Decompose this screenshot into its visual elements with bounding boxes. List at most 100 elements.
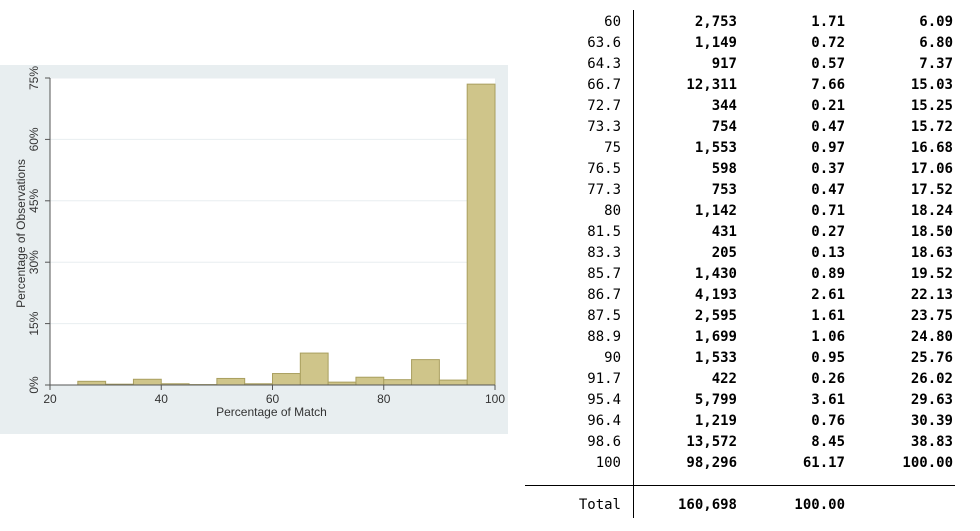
- histogram-bar: [216, 377, 246, 386]
- row-value: 85.7: [587, 266, 621, 282]
- row-value: 76.5: [587, 161, 621, 177]
- table-row: 80 1,142 0.71 18.24: [525, 201, 965, 222]
- table-row: 95.4 5,799 3.61 29.63: [525, 390, 965, 411]
- row-freq: 12,311: [686, 77, 737, 93]
- row-value: 77.3: [587, 182, 621, 198]
- histogram-chart: 0% 15% 30% 45% 60% 75% 20 40 60 80 100 Percentage o…: [14, 66, 505, 419]
- row-percent: 7.66: [811, 77, 845, 93]
- row-cum: 100.00: [902, 455, 953, 471]
- row-freq: 13,572: [686, 434, 737, 450]
- histogram-panel: 0% 15% 30% 45% 60% 75% 20 40 60 80 100 Percentage o…: [0, 65, 508, 434]
- row-cum: 38.83: [910, 434, 953, 450]
- row-value: 64.3: [587, 56, 621, 72]
- row-value: 87.5: [587, 308, 621, 324]
- table-row: 100 98,296 61.17 100.00: [525, 453, 965, 474]
- total-label: Total: [578, 497, 621, 513]
- row-freq: 344: [711, 98, 737, 114]
- row-freq: 5,799: [694, 392, 737, 408]
- row-percent: 0.26: [811, 371, 845, 387]
- row-percent: 0.27: [811, 224, 845, 240]
- row-freq: 1,533: [694, 350, 737, 366]
- row-percent: 0.89: [811, 266, 845, 282]
- row-cum: 15.72: [910, 119, 953, 135]
- row-cum: 18.50: [910, 224, 953, 240]
- table-row: 98.6 13,572 8.45 38.83: [525, 432, 965, 453]
- row-value: 72.7: [587, 98, 621, 114]
- row-percent: 0.57: [811, 56, 845, 72]
- row-percent: 0.95: [811, 350, 845, 366]
- y-tick-label: 0%: [27, 376, 41, 394]
- table-row: 73.3 754 0.47 15.72: [525, 117, 965, 138]
- table-row: 60 2,753 1.71 6.09: [525, 12, 965, 33]
- row-freq: 1,553: [694, 140, 737, 156]
- row-freq: 917: [711, 56, 737, 72]
- row-value: 81.5: [587, 224, 621, 240]
- x-tick-label: 40: [155, 392, 169, 406]
- table-row: 75 1,553 0.97 16.68: [525, 138, 965, 159]
- y-tick-label: 60%: [27, 127, 41, 151]
- row-value: 96.4: [587, 413, 621, 429]
- x-tick-label: 20: [43, 392, 57, 406]
- table-row: 96.4 1,219 0.76 30.39: [525, 411, 965, 432]
- plot-area: [50, 78, 495, 385]
- row-value: 63.6: [587, 35, 621, 51]
- row-freq: 2,753: [694, 14, 737, 30]
- table-row: 91.7 422 0.26 26.02: [525, 369, 965, 390]
- row-freq: 205: [711, 245, 737, 261]
- row-percent: 1.06: [811, 329, 845, 345]
- row-percent: 0.47: [811, 182, 845, 198]
- table-row: 87.5 2,595 1.61 23.75: [525, 306, 965, 327]
- row-cum: 7.37: [919, 56, 953, 72]
- histogram-bar: [272, 373, 301, 386]
- row-cum: 23.75: [910, 308, 953, 324]
- row-value: 80: [604, 203, 621, 219]
- row-percent: 0.13: [811, 245, 845, 261]
- row-cum: 19.52: [910, 266, 953, 282]
- table-row: 85.7 1,430 0.89 19.52: [525, 264, 965, 285]
- histogram-bar: [355, 376, 385, 386]
- row-value: 90: [604, 350, 621, 366]
- table-total-row: Total 160,698 100.00: [525, 495, 965, 516]
- y-tick-label: 45%: [27, 188, 41, 212]
- histogram-bar: [383, 379, 413, 386]
- row-value: 88.9: [587, 329, 621, 345]
- histogram-bar: [299, 352, 329, 386]
- row-value: 98.6: [587, 434, 621, 450]
- row-percent: 0.21: [811, 98, 845, 114]
- row-freq: 4,193: [694, 287, 737, 303]
- row-percent: 2.61: [811, 287, 845, 303]
- table-row: 81.5 431 0.27 18.50: [525, 222, 965, 243]
- row-cum: 16.68: [910, 140, 953, 156]
- row-cum: 24.80: [910, 329, 953, 345]
- row-freq: 1,699: [694, 329, 737, 345]
- table-row: 76.5 598 0.37 17.06: [525, 159, 965, 180]
- histogram-bar: [411, 359, 440, 386]
- row-cum: 6.80: [919, 35, 953, 51]
- table-row: 88.9 1,699 1.06 24.80: [525, 327, 965, 348]
- x-tick-label: 80: [377, 392, 391, 406]
- row-percent: 61.17: [802, 455, 845, 471]
- row-value: 75: [604, 140, 621, 156]
- table-vertical-divider: [633, 10, 634, 518]
- row-cum: 15.25: [910, 98, 953, 114]
- row-cum: 18.63: [910, 245, 953, 261]
- row-value: 91.7: [587, 371, 621, 387]
- row-percent: 1.71: [811, 14, 845, 30]
- table-row: 64.3 917 0.57 7.37: [525, 54, 965, 75]
- y-axis-title: Percentage of Observations: [14, 159, 28, 308]
- y-tick-label: 75%: [27, 66, 41, 90]
- row-freq: 754: [711, 119, 737, 135]
- row-freq: 1,430: [694, 266, 737, 282]
- row-cum: 17.52: [910, 182, 953, 198]
- row-freq: 422: [711, 371, 737, 387]
- table-row: 86.7 4,193 2.61 22.13: [525, 285, 965, 306]
- row-percent: 0.97: [811, 140, 845, 156]
- row-percent: 3.61: [811, 392, 845, 408]
- row-freq: 2,595: [694, 308, 737, 324]
- x-axis-title: Percentage of Match: [216, 405, 327, 419]
- row-percent: 0.76: [811, 413, 845, 429]
- x-tick-label: 60: [266, 392, 280, 406]
- histogram-bar: [77, 380, 107, 386]
- table-total-divider: [525, 485, 955, 486]
- y-tick-label: 15%: [27, 311, 41, 335]
